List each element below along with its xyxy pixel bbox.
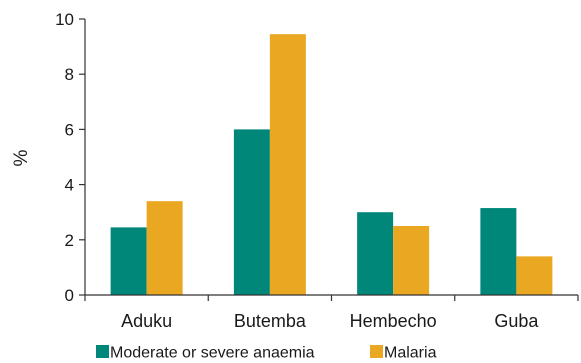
legend-label: Malaria — [384, 345, 437, 362]
y-tick-label: 0 — [65, 286, 74, 305]
x-category-label: Butemba — [234, 311, 307, 331]
bar-guba-series-0 — [480, 208, 517, 295]
x-category-label: Hembecho — [350, 311, 437, 331]
x-category-label: Guba — [494, 311, 539, 331]
bar-butemba-series-1 — [269, 34, 306, 296]
y-tick-label: 8 — [65, 65, 74, 84]
bar-hembecho-series-0 — [357, 212, 394, 295]
bar-hembecho-series-1 — [393, 226, 430, 295]
y-axis-title: % — [11, 149, 32, 166]
bar-aduku-series-1 — [146, 201, 183, 295]
bar-butemba-series-0 — [233, 129, 270, 295]
y-tick-label: 2 — [65, 231, 74, 250]
legend-label: Moderate or severe anaemia — [110, 345, 315, 362]
x-category-label: Aduku — [121, 311, 172, 331]
legend-swatch — [370, 345, 383, 358]
y-tick-label: 10 — [55, 10, 74, 29]
y-tick-label: 6 — [65, 120, 74, 139]
legend-swatch — [96, 345, 109, 358]
bar-guba-series-1 — [516, 256, 553, 295]
y-tick-label: 4 — [65, 176, 74, 195]
plot-area: 0 2 4 6 8 10 Aduku Butemba Hembecho Guba — [55, 10, 579, 331]
legend: Moderate or severe anaemia Malaria — [96, 345, 437, 362]
bar-aduku-series-0 — [110, 227, 147, 295]
